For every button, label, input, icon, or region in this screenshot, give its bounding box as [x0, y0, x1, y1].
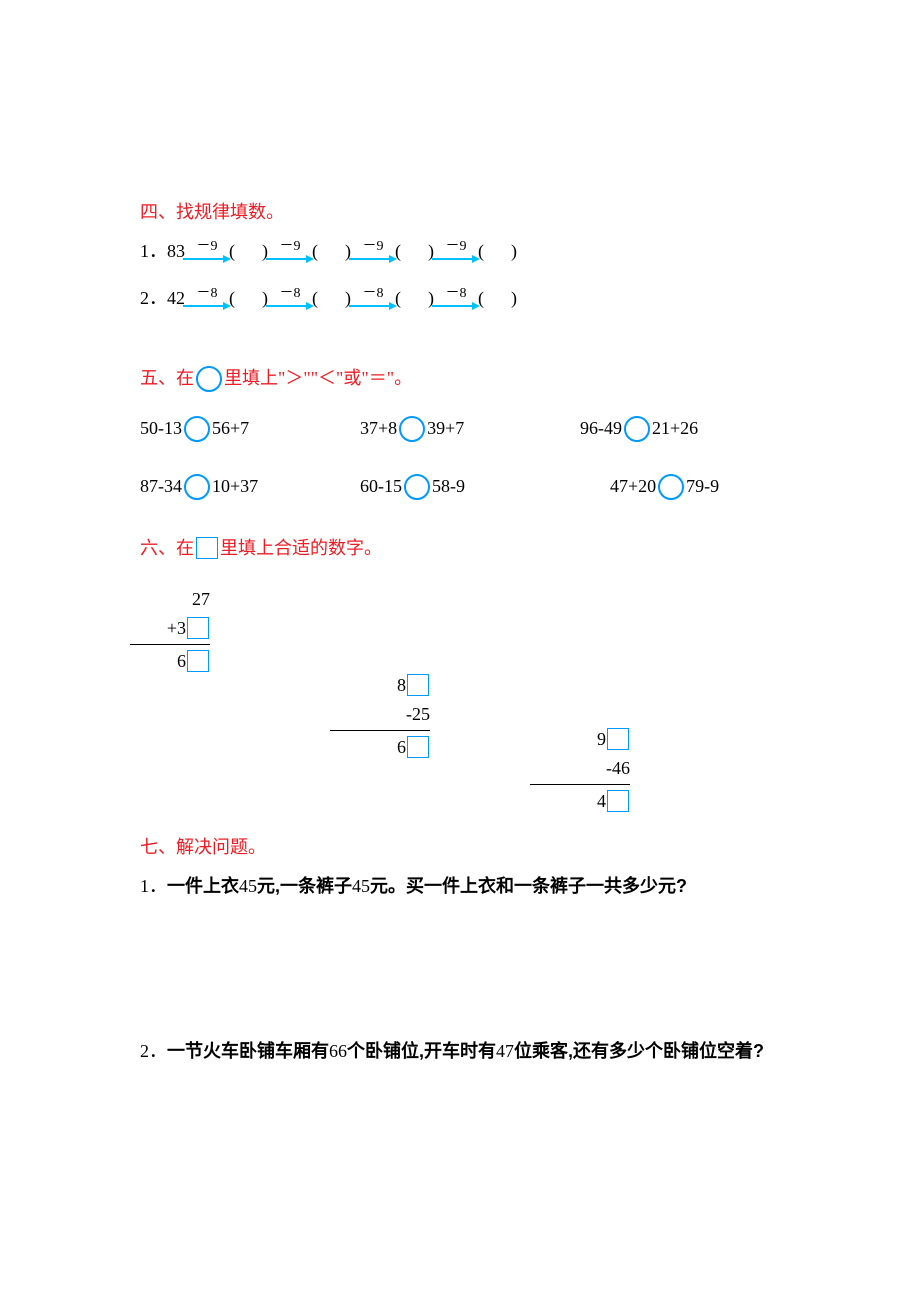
q7-1: 1．一件上衣45元,一条裤子45元。买一件上衣和一条裤子一共多少元? — [140, 874, 780, 899]
square-icon — [407, 736, 429, 758]
arrow-icon: －9 — [349, 240, 397, 263]
arrow-icon: －8 — [432, 287, 480, 310]
arrow-icon: －8 — [266, 287, 314, 310]
compare-item: 37+8 39+7 — [360, 416, 560, 442]
calc2: 8 -25 6 — [340, 671, 430, 762]
arrow-icon: －9 — [266, 240, 314, 263]
arrow-icon: －8 — [183, 287, 231, 310]
compare-item: 87-34 10+37 — [140, 474, 340, 500]
q7-2: 2．一节火车卧铺车厢有66个卧铺位,开车时有47位乘客,还有多少个卧铺位空着? — [140, 1039, 780, 1064]
section4-title: 四、找规律填数。 — [140, 200, 780, 225]
section5-grid: 50-13 56+7 37+8 39+7 96-49 21+26 87-34 1… — [140, 416, 780, 500]
circle-icon — [404, 474, 430, 500]
square-icon — [187, 650, 209, 672]
calc1: 27 +3 6 — [140, 585, 210, 676]
compare-item: 47+20 79-9 — [610, 474, 780, 500]
circle-icon — [624, 416, 650, 442]
section6-area: 27 +3 6 8 -25 6 9 -46 4 — [140, 575, 780, 825]
circle-icon — [196, 366, 222, 392]
section4-row2: 2． 42 －8 ( ) －8 ( ) －8 ( ) －8 ( ) — [140, 286, 780, 311]
circle-icon — [658, 474, 684, 500]
arrow-icon: －9 — [432, 240, 480, 263]
section5-title: 五、在 里填上"＞""＜"或"＝"。 — [140, 366, 780, 392]
circle-icon — [399, 416, 425, 442]
calc3: 9 -46 4 — [540, 725, 630, 816]
section4-row1: 1． 83 －9 ( ) －9 ( ) －9 ( ) －9 ( ) — [140, 239, 780, 264]
compare-item: 96-49 21+26 — [580, 416, 780, 442]
circle-icon — [184, 416, 210, 442]
square-icon — [187, 617, 209, 639]
circle-icon — [184, 474, 210, 500]
row2-index: 2． — [140, 286, 167, 311]
row1-index: 1． — [140, 239, 167, 264]
section7-title: 七、解决问题。 — [140, 835, 780, 860]
square-icon — [407, 674, 429, 696]
compare-item: 60-15 58-9 — [360, 474, 560, 500]
arrow-icon: －8 — [349, 287, 397, 310]
section6-title: 六、在 里填上合适的数字。 — [140, 536, 780, 561]
square-icon — [607, 728, 629, 750]
square-icon — [196, 537, 218, 559]
compare-item: 50-13 56+7 — [140, 416, 340, 442]
square-icon — [607, 790, 629, 812]
arrow-icon: －9 — [183, 240, 231, 263]
